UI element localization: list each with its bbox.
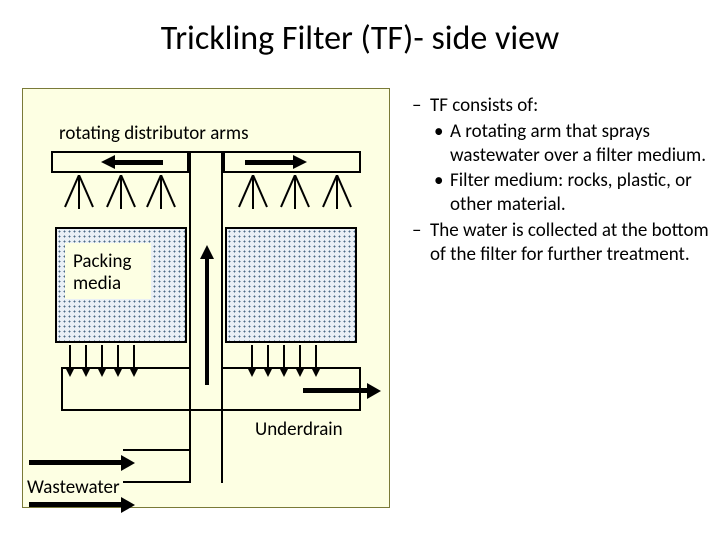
- label-packing-media: Packing media: [73, 251, 145, 295]
- arrow-outflow: [303, 383, 381, 399]
- label-rotating-arms: rotating distributor arms: [59, 123, 249, 145]
- spray-icon: [233, 175, 273, 211]
- label-wastewater: Wastewater: [27, 477, 120, 499]
- spray-icon: [275, 175, 315, 211]
- content-row: rotating distributor arms Packing media: [22, 88, 720, 522]
- diagram-panel: rotating distributor arms Packing media: [22, 88, 390, 508]
- spray-icon: [59, 175, 99, 211]
- spray-icon: [141, 175, 181, 211]
- arrow-inflow-bottom: [29, 497, 135, 513]
- bullet-rotating-arm: A rotating arm that sprays wastewater ov…: [404, 120, 720, 168]
- arrow-up-center: [203, 245, 211, 385]
- inlet-pipe-riser: [189, 409, 223, 483]
- spray-icon: [317, 175, 357, 211]
- down-arrows-left: [69, 345, 159, 377]
- arrow-arm-right: [245, 155, 307, 169]
- bullet-tf-consists: TF consists of:: [404, 94, 720, 118]
- bullet-filter-medium: Filter medium: rocks, plastic, or other …: [404, 169, 720, 217]
- arrow-inflow-top: [29, 455, 135, 471]
- packing-media-right: [225, 227, 357, 343]
- bullet-water-collected: The water is collected at the bottom of …: [404, 219, 720, 267]
- label-underdrain: Underdrain: [255, 419, 343, 441]
- arrow-arm-left: [101, 155, 163, 169]
- down-arrows-right: [251, 345, 341, 377]
- description-column: TF consists of: A rotating arm that spra…: [390, 88, 720, 522]
- spray-icon: [101, 175, 141, 211]
- page-title: Trickling Filter (TF)- side view: [0, 0, 720, 59]
